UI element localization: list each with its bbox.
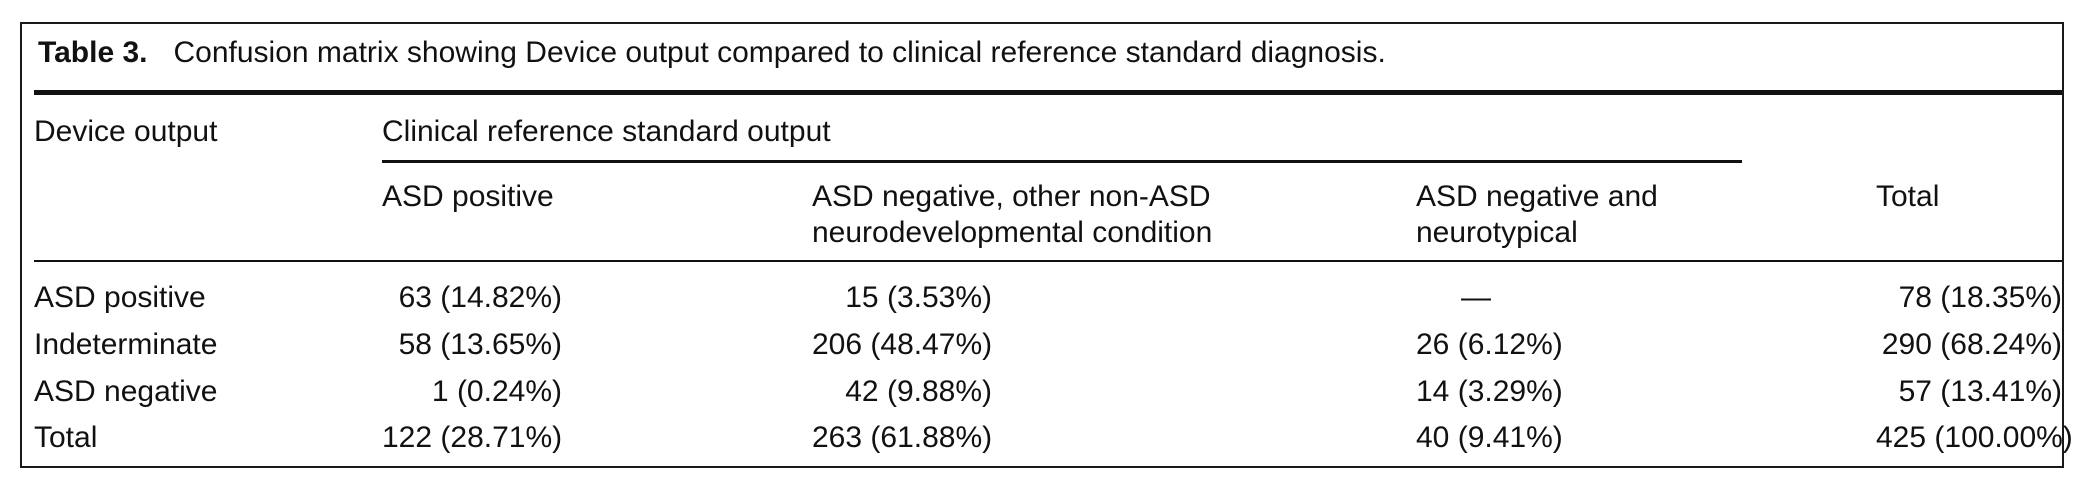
table-cell: 290 (68.24%): [1881, 328, 2062, 361]
table-cell: 58 (13.65%): [398, 328, 562, 361]
table-cell: 14 (3.29%): [1416, 375, 1563, 408]
table-cell: 26 (6.12%): [1416, 328, 1563, 361]
header-rule: [34, 260, 2062, 262]
table-cell: 206 (48.47%): [812, 328, 993, 361]
table-cell: 425 (100.00%): [1876, 421, 2073, 454]
caption-rule: [34, 90, 2062, 95]
table-cell: 263 (61.88%): [812, 421, 993, 454]
table-cell: 57 (13.41%): [1898, 375, 2062, 408]
group-header-rule: [382, 160, 1742, 163]
table-cell: 15 (3.53%): [845, 281, 992, 314]
table-cell: —: [1461, 281, 1491, 314]
row-label-asd-positive: ASD positive: [34, 281, 206, 314]
table-cell: 42 (9.88%): [845, 375, 992, 408]
table-frame: Table 3. Confusion matrix showing Device …: [20, 22, 2073, 468]
row-label-asd-negative: ASD negative: [34, 375, 218, 408]
column-header-asd-positive: ASD positive: [382, 180, 554, 213]
table-cell: 1 (0.24%): [431, 375, 562, 408]
table-caption-label: Table 3.: [38, 36, 148, 69]
row-label-indeterminate: Indeterminate: [34, 328, 218, 361]
table-cell: 40 (9.41%): [1416, 421, 1563, 454]
column-header-total: Total: [1876, 180, 1940, 213]
column-header-asd-negative-neurotypical: ASD negative and neurotypical: [1416, 180, 1658, 249]
column-header-asd-negative-other: ASD negative, other non-ASD neurodevelop…: [812, 180, 1213, 249]
table-caption: Table 3. Confusion matrix showing Device …: [38, 36, 1386, 70]
table-caption-text: Confusion matrix showing Device output c…: [173, 36, 1386, 69]
table-cell: 78 (18.35%): [1898, 281, 2062, 314]
row-header-label: Device output: [34, 115, 218, 148]
table-cell: 63 (14.82%): [398, 281, 562, 314]
row-label-total: Total: [34, 421, 98, 454]
group-header-label: Clinical reference standard output: [382, 115, 831, 148]
table-cell: 122 (28.71%): [382, 421, 563, 454]
